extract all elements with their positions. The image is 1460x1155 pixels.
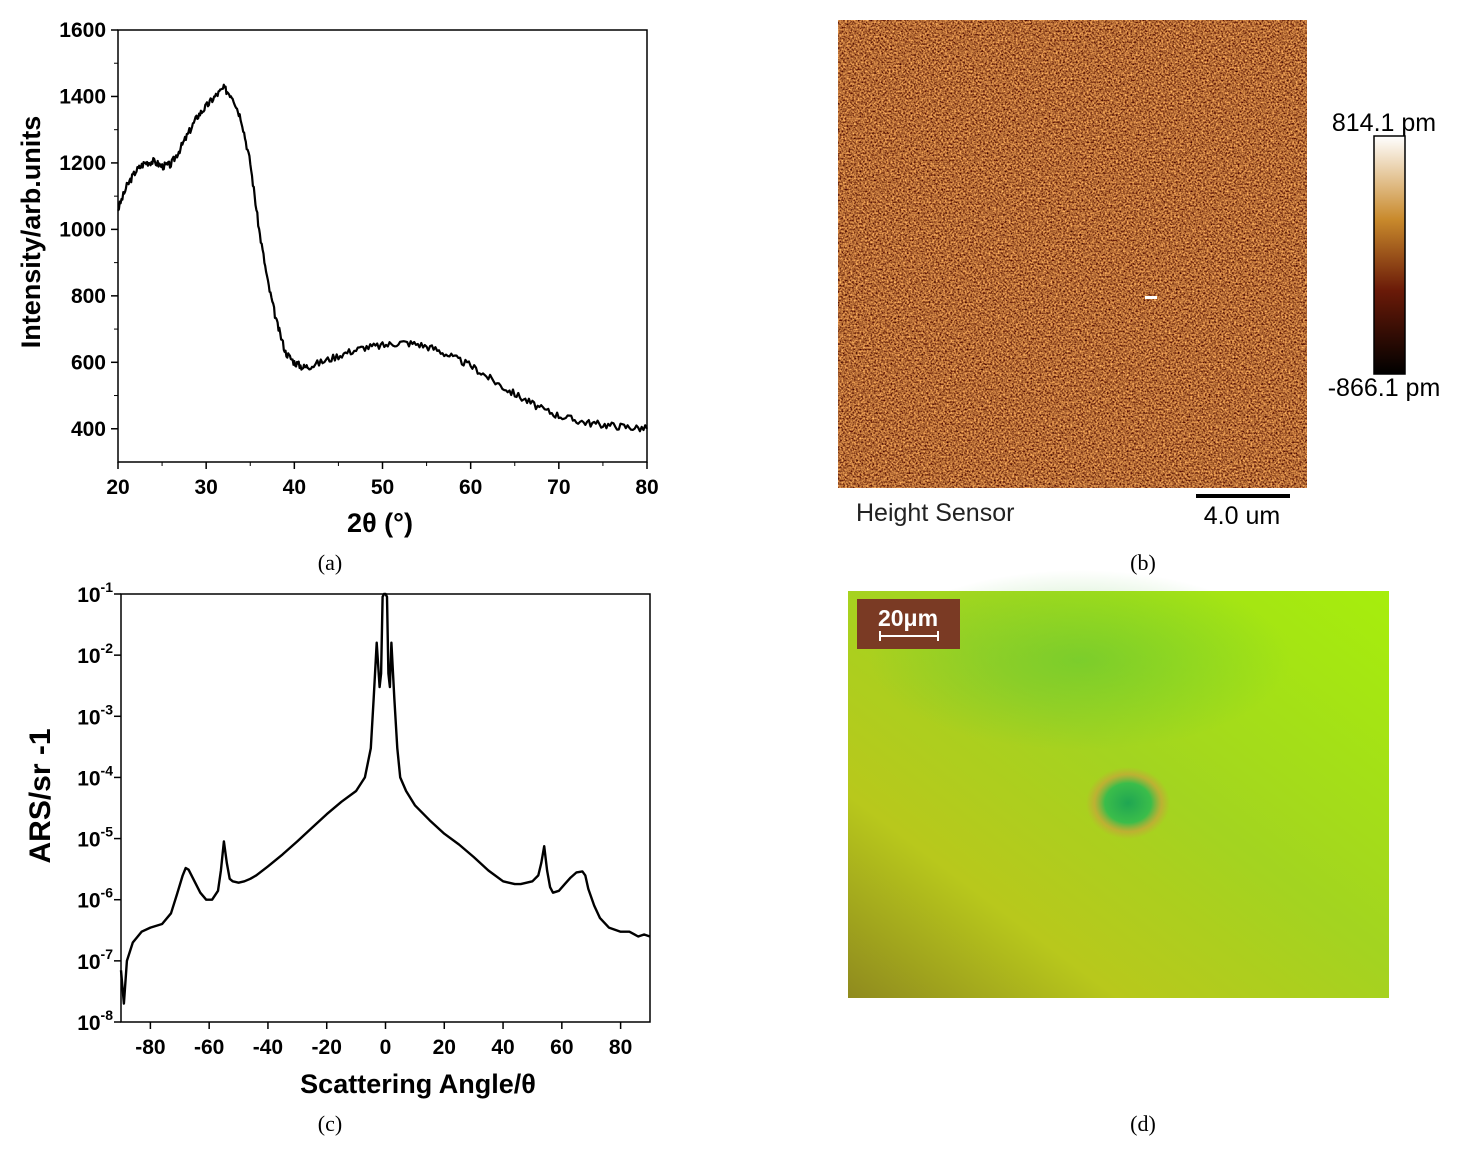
x-tick-label: -80	[135, 1036, 165, 1059]
x-tick-label: 20	[106, 476, 129, 499]
defect-spot	[1086, 767, 1170, 839]
colorbar-min-label: -866.1 pm	[1328, 374, 1441, 402]
series-line	[117, 83, 648, 433]
x-tick-label: -40	[253, 1036, 283, 1059]
colorbar	[1373, 135, 1406, 375]
y-tick-label: 10-4	[77, 762, 113, 790]
y-tick-label: 10-3	[77, 701, 113, 729]
scale-bar-label: 4.0 um	[1204, 502, 1280, 530]
afm-height-texture	[838, 20, 1307, 488]
plot-frame	[117, 29, 648, 463]
afm-bright-spot	[1145, 296, 1157, 299]
x-tick-label: 50	[371, 476, 394, 499]
x-tick-label: 0	[380, 1036, 392, 1059]
y-tick-label: 1200	[59, 152, 106, 175]
panel-label: (c)	[318, 1111, 342, 1136]
x-tick-label: -20	[312, 1036, 342, 1059]
y-tick-label: 10-1	[77, 579, 113, 607]
x-tick-label: 60	[550, 1036, 573, 1059]
y-tick-label: 1600	[59, 19, 106, 42]
colorbar-max-label: 814.1 pm	[1332, 109, 1436, 137]
panel-c-ars-chart: -80 -60 -40 -20 0 20 40 60 80 10-8 10-7 10-6 10-5 10-…	[24, 579, 651, 1136]
scale-bar	[879, 631, 939, 641]
x-tick-label: 40	[491, 1036, 514, 1059]
y-axis-label: Intensity/arb.units	[16, 116, 46, 349]
x-tick-label: 80	[609, 1036, 632, 1059]
panel-label: (d)	[1130, 1111, 1156, 1136]
x-tick-label: 60	[459, 476, 482, 499]
scale-bar-label: 20μm	[878, 605, 938, 631]
y-tick-label: 10-2	[77, 640, 113, 668]
plot-frame	[120, 593, 651, 1023]
x-tick-label: 30	[194, 476, 217, 499]
x-tick-label: 70	[547, 476, 570, 499]
y-tick-label: 800	[71, 285, 106, 308]
panel-b-afm-image: 814.1 pm -866.1 pm Height Sensor 4.0 um …	[838, 20, 1440, 575]
y-axis-label: ARS/sr -1	[24, 728, 57, 863]
panel-a-xrd-chart: 20 30 40 50 60 70 804006008001000120014001600 …	[16, 19, 659, 575]
scale-bar-box	[857, 599, 960, 649]
x-tick-label: 20	[433, 1036, 456, 1059]
y-tick-label: 10-8	[77, 1007, 113, 1035]
tick-group: 20 30 40 50 60 70 80 400 600 800 1000 1200 1400 1600	[59, 19, 658, 499]
panel-label: (b)	[1130, 550, 1156, 575]
y-tick-label: 10-6	[77, 885, 113, 913]
panel-d-micrograph: 20μm (d)	[848, 570, 1389, 1136]
y-tick-label: 10-5	[77, 824, 113, 852]
y-tick-label: 400	[71, 418, 106, 441]
y-tick-label: 1000	[59, 218, 106, 241]
x-tick-label: 40	[283, 476, 306, 499]
series-line	[119, 592, 651, 1005]
image-caption: Height Sensor	[856, 499, 1014, 527]
y-tick-label: 600	[71, 351, 106, 374]
x-tick-label: -60	[194, 1036, 224, 1059]
x-axis-label: 2θ (°)	[347, 508, 413, 538]
micrograph-shading	[870, 570, 1290, 750]
y-tick-label: 1400	[59, 85, 106, 108]
y-tick-label: 10-7	[77, 946, 113, 974]
scale-bar	[1196, 494, 1290, 498]
panel-label: (a)	[318, 550, 342, 575]
x-tick-label: 80	[635, 476, 658, 499]
x-axis-label: Scattering Angle/θ	[300, 1069, 536, 1099]
tick-group: -80 -60 -40 -20 0 20 40 60 80 10-8 10-7 10-6 10-5 10-…	[77, 579, 632, 1059]
